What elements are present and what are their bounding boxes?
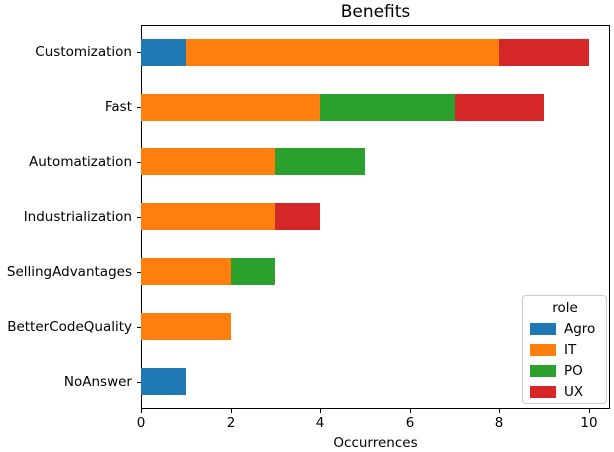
x-tick-mark [141, 409, 142, 413]
y-tick-label: SellingAdvantages [6, 264, 132, 280]
bar-segment-agro [141, 39, 186, 66]
bar-segment-it [141, 313, 231, 340]
x-tick-mark [589, 409, 590, 413]
legend-swatch-icon [530, 322, 556, 335]
y-tick-mark [137, 327, 141, 328]
y-tick-label: Automatization [28, 154, 132, 170]
y-tick-mark [137, 217, 141, 218]
bar-segment-it [141, 148, 275, 175]
legend-swatch-icon [530, 343, 556, 356]
y-tick-label: Customization [35, 44, 132, 60]
y-tick-mark [137, 107, 141, 108]
x-tick-label: 10 [580, 415, 598, 431]
y-tick-mark [137, 382, 141, 383]
bar-segment-it [141, 203, 275, 230]
y-tick-mark [137, 52, 141, 53]
x-tick-mark [320, 409, 321, 413]
legend-title: role [552, 300, 578, 316]
y-tick-label: Fast [104, 99, 132, 115]
bar-segment-it [141, 258, 231, 285]
x-tick-label: 2 [226, 415, 236, 431]
bar-segment-po [231, 258, 275, 285]
legend-entries: Agro IT PO UX [530, 318, 600, 402]
y-tick-label: NoAnswer [63, 374, 132, 390]
x-tick-label: 6 [405, 415, 415, 431]
bar-segment-po [275, 148, 365, 175]
legend-entry-label: IT [564, 341, 577, 358]
legend-entry-label: PO [564, 362, 583, 379]
chart-title: Benefits [340, 2, 411, 22]
bar-segment-ux [275, 203, 320, 230]
legend-swatch-icon [530, 385, 556, 398]
legend-swatch-icon [530, 364, 556, 377]
legend: role Agro IT PO UX [522, 295, 607, 404]
legend-entry-agro: Agro [530, 318, 600, 339]
x-tick-label: 8 [494, 415, 504, 431]
legend-entry-label: Agro [564, 320, 596, 337]
bar-segment-it [186, 39, 499, 66]
bar-segment-agro [141, 368, 186, 395]
legend-entry-label: UX [564, 383, 584, 400]
x-tick-label: 0 [136, 415, 146, 431]
bar-segment-ux [499, 39, 589, 66]
bar-segment-it [141, 94, 320, 121]
x-tick-mark [410, 409, 411, 413]
x-tick-mark [231, 409, 232, 413]
y-tick-label: BetterCodeQuality [7, 319, 132, 335]
bar-segment-ux [455, 94, 544, 121]
y-tick-label: Industrialization [23, 209, 132, 225]
x-tick-label: 4 [315, 415, 325, 431]
legend-entry-it: IT [530, 339, 600, 360]
x-tick-mark [499, 409, 500, 413]
y-tick-mark [137, 272, 141, 273]
legend-entry-ux: UX [530, 381, 600, 402]
legend-entry-po: PO [530, 360, 600, 381]
bar-segment-po [320, 94, 455, 121]
x-axis-label: Occurrences [333, 435, 418, 451]
y-tick-mark [137, 162, 141, 163]
